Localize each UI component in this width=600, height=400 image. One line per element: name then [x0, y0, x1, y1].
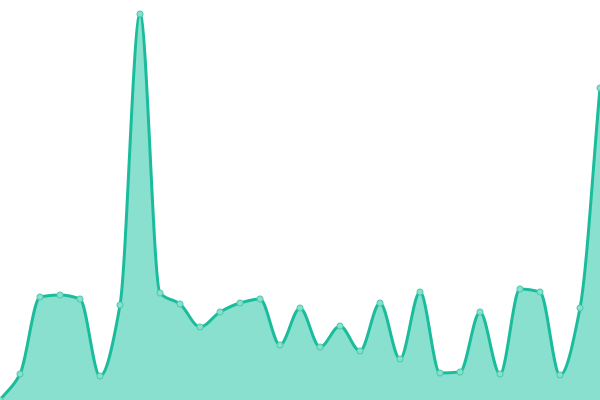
data-point-29: [576, 304, 584, 312]
data-point-30: [596, 84, 600, 92]
data-points: [0, 10, 600, 400]
data-point-13: [256, 295, 264, 303]
data-point-3: [56, 291, 64, 299]
data-point-2: [36, 293, 44, 301]
data-point-22: [436, 369, 444, 377]
data-point-8: [156, 289, 164, 297]
data-point-25: [496, 370, 504, 378]
data-point-18: [356, 347, 364, 355]
data-point-14: [276, 341, 284, 349]
area-fill: [0, 14, 600, 400]
data-point-10: [196, 323, 204, 331]
data-point-12: [236, 299, 244, 307]
data-point-24: [476, 308, 484, 316]
data-point-28: [556, 371, 564, 379]
data-point-21: [416, 288, 424, 296]
data-point-17: [336, 322, 344, 330]
data-point-0: [0, 396, 4, 400]
data-point-19: [376, 299, 384, 307]
data-point-23: [456, 368, 464, 376]
data-point-6: [116, 301, 124, 309]
data-point-20: [396, 355, 404, 363]
data-point-9: [176, 300, 184, 308]
data-point-15: [296, 304, 304, 312]
data-point-4: [76, 295, 84, 303]
data-point-7: [136, 10, 144, 18]
data-point-16: [316, 343, 324, 351]
data-point-26: [516, 285, 524, 293]
data-point-27: [536, 288, 544, 296]
data-point-11: [216, 308, 224, 316]
data-point-1: [16, 370, 24, 378]
series-line: [0, 12, 600, 400]
data-point-5: [96, 372, 104, 380]
